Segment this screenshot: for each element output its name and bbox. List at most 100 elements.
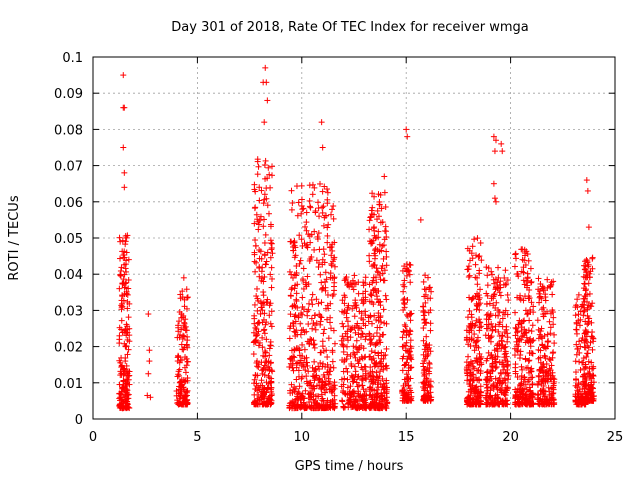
data-point xyxy=(544,338,551,345)
data-point xyxy=(324,403,331,410)
data-point xyxy=(292,282,299,289)
data-point xyxy=(260,223,267,230)
data-point xyxy=(316,365,323,372)
data-point xyxy=(528,278,535,285)
data-point xyxy=(253,326,260,333)
data-point xyxy=(427,320,434,327)
data-point xyxy=(266,352,273,359)
data-point xyxy=(184,358,191,365)
data-point xyxy=(287,311,294,318)
data-point xyxy=(256,273,263,280)
data-point xyxy=(341,300,348,307)
data-point xyxy=(125,346,132,353)
data-point xyxy=(373,386,380,393)
data-point xyxy=(322,212,329,219)
data-point xyxy=(266,345,273,352)
x-tick-label: 0 xyxy=(89,430,97,445)
data-point xyxy=(466,272,473,279)
data-point xyxy=(251,258,258,265)
data-point xyxy=(121,254,128,261)
data-point xyxy=(305,368,312,375)
data-point xyxy=(266,367,273,374)
data-point xyxy=(121,261,128,268)
data-point xyxy=(303,354,310,361)
data-point xyxy=(184,337,191,344)
data-point xyxy=(297,331,304,338)
data-point xyxy=(264,202,271,209)
data-point xyxy=(265,164,272,171)
data-point xyxy=(529,350,536,357)
y-tick-label: 0.06 xyxy=(54,196,83,211)
data-point xyxy=(268,244,275,251)
data-point xyxy=(366,217,373,224)
data-point xyxy=(490,180,497,187)
data-point xyxy=(526,317,533,324)
data-point xyxy=(328,243,335,250)
data-point xyxy=(328,262,335,269)
data-point xyxy=(348,326,355,333)
data-point xyxy=(118,370,125,377)
data-point xyxy=(512,251,519,258)
data-point xyxy=(363,374,370,381)
data-point xyxy=(257,213,264,220)
data-point xyxy=(117,255,124,262)
data-point xyxy=(339,357,346,364)
data-point xyxy=(300,306,307,313)
data-point xyxy=(267,221,274,228)
data-point xyxy=(260,79,267,86)
data-point xyxy=(289,362,296,369)
data-point xyxy=(360,316,367,323)
data-point xyxy=(116,404,123,411)
y-tick-label: 0.1 xyxy=(62,51,83,66)
data-point xyxy=(330,404,337,411)
data-point xyxy=(251,338,258,345)
data-point xyxy=(303,373,310,380)
data-point xyxy=(288,206,295,213)
data-point xyxy=(527,265,534,272)
data-point xyxy=(314,236,321,243)
data-point xyxy=(401,304,408,311)
data-point xyxy=(325,371,332,378)
data-point xyxy=(174,373,181,380)
data-point xyxy=(362,336,369,343)
data-point xyxy=(119,281,126,288)
data-point xyxy=(347,334,354,341)
data-point xyxy=(315,393,322,400)
data-point xyxy=(366,258,373,265)
data-point xyxy=(427,327,434,334)
data-point xyxy=(302,367,309,374)
data-point xyxy=(263,258,270,265)
data-point xyxy=(359,331,366,338)
data-point xyxy=(262,321,269,328)
data-point xyxy=(313,257,320,264)
data-point xyxy=(401,300,408,307)
data-point xyxy=(421,309,428,316)
data-point xyxy=(352,368,359,375)
data-point xyxy=(318,314,325,321)
data-point xyxy=(120,384,127,391)
x-tick-labels: 0 5 10 15 20 25 xyxy=(89,430,623,445)
data-point xyxy=(355,279,362,286)
data-point xyxy=(324,316,331,323)
data-point xyxy=(361,391,368,398)
data-point xyxy=(329,389,336,396)
data-point xyxy=(254,307,261,314)
data-point xyxy=(292,396,299,403)
data-point xyxy=(529,322,536,329)
data-point xyxy=(502,267,509,274)
data-point xyxy=(498,140,505,147)
data-point xyxy=(319,144,326,151)
data-point xyxy=(261,196,268,203)
data-point xyxy=(177,383,184,390)
data-point xyxy=(261,310,268,317)
data-point xyxy=(540,304,547,311)
data-point xyxy=(252,324,259,331)
y-tick-label: 0.03 xyxy=(54,304,83,319)
data-point xyxy=(483,301,490,308)
data-point xyxy=(290,247,297,254)
data-point xyxy=(290,367,297,374)
data-point xyxy=(266,171,273,178)
data-point xyxy=(325,381,332,388)
data-point xyxy=(318,391,325,398)
